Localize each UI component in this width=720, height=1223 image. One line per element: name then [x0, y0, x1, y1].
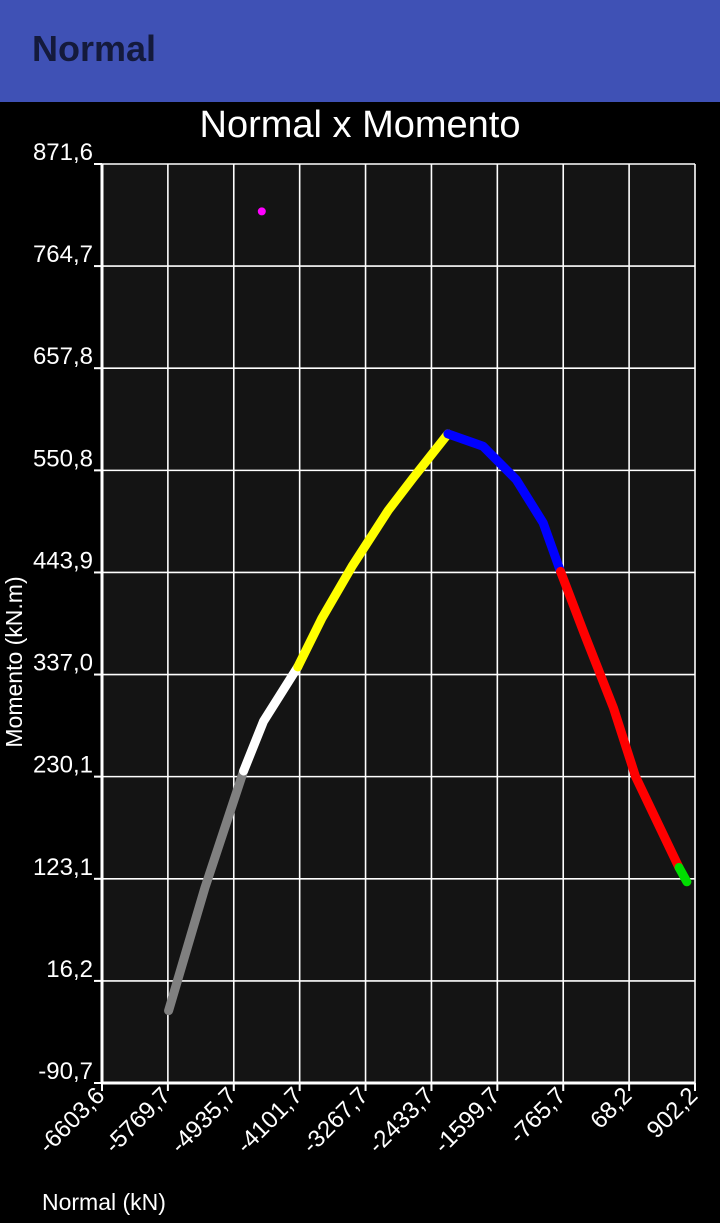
plot-area: [102, 164, 695, 1083]
app-title: Normal: [32, 28, 157, 69]
series-line-5: [556, 566, 684, 872]
y-tick-label: 443,9: [33, 547, 93, 574]
x-tick-label: -2433,7: [363, 1082, 440, 1159]
series-line-6: [674, 863, 692, 887]
series-layer: [164, 207, 692, 1016]
series-line-4: [443, 429, 565, 576]
y-tick-label: 550,8: [33, 445, 93, 472]
series-line-2: [239, 662, 303, 776]
axes: [94, 163, 696, 1091]
y-tick-label: 871,6: [33, 139, 93, 166]
x-tick-label: 902,2: [642, 1082, 704, 1144]
x-tick-label: -4935,7: [165, 1082, 242, 1159]
y-tick-label: 657,8: [33, 343, 93, 370]
series-line-1: [164, 766, 249, 1016]
x-tick-label: -1599,7: [429, 1082, 506, 1159]
y-tick-label: 123,1: [33, 854, 93, 881]
y-tick-label: -90,7: [38, 1058, 93, 1085]
y-tick-label: 764,7: [33, 241, 93, 268]
x-tick-label: -3267,7: [297, 1082, 374, 1159]
chart-title: Normal x Momento: [200, 104, 521, 146]
x-axis-label: Normal (kN): [42, 1189, 166, 1215]
x-tick-label: -765,7: [504, 1082, 571, 1149]
series-line-3: [293, 429, 453, 672]
y-tick-label: 337,0: [33, 650, 93, 677]
x-tick-label: -5769,7: [99, 1082, 176, 1159]
x-tick-label: -6603,6: [34, 1082, 111, 1159]
y-tick-label: 230,1: [33, 752, 93, 779]
app-bar: Normal: [0, 0, 720, 102]
interaction-diagram-chart: -6603,6-5769,7-4935,7-4101,7-3267,7-2433…: [1, 104, 704, 1215]
x-tick-label: -4101,7: [231, 1082, 308, 1159]
data-point-1: [257, 207, 266, 216]
y-tick-label: 16,2: [46, 956, 93, 983]
y-axis-label: Momento (kN.m): [1, 576, 27, 747]
